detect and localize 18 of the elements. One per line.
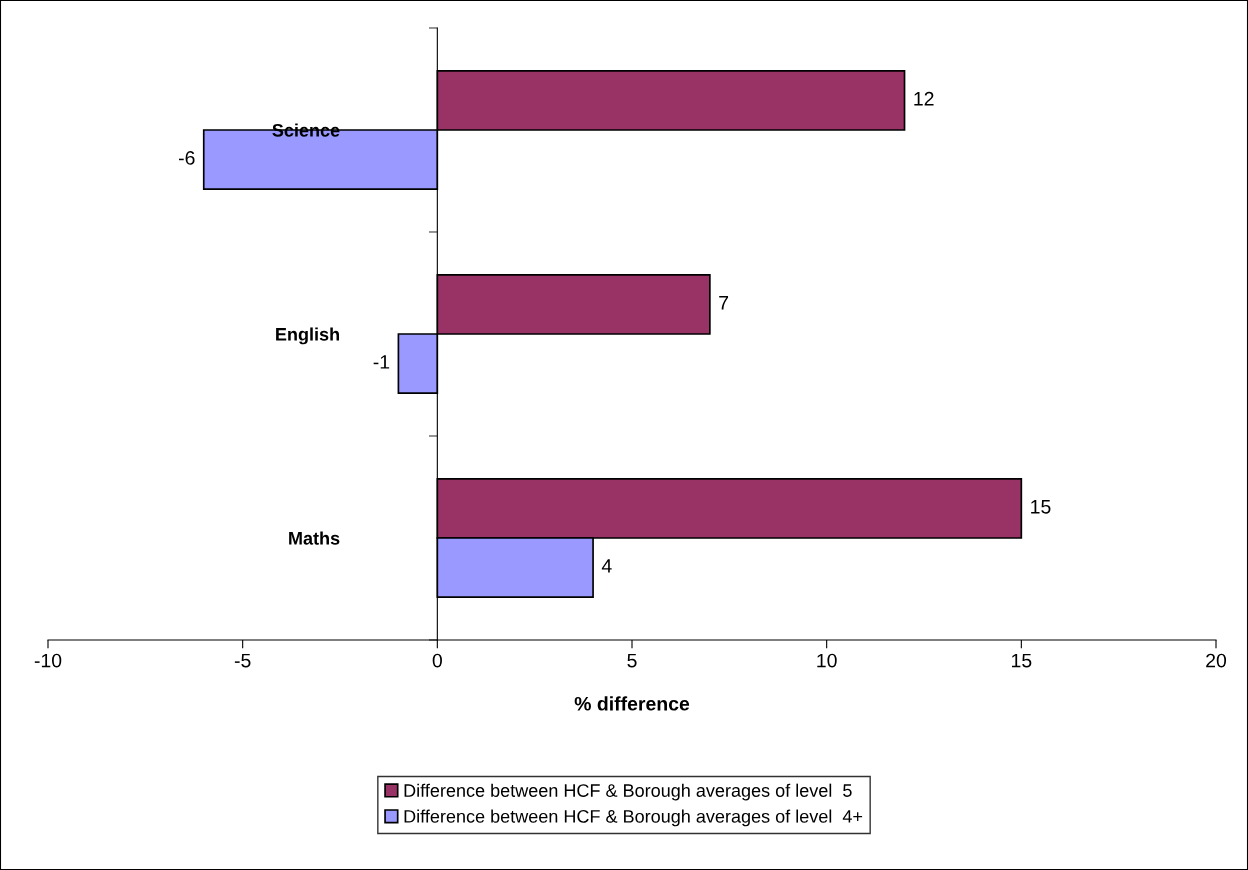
x-tick-label: 10 <box>817 653 837 668</box>
data-label: 12 <box>914 91 934 106</box>
data-label: 7 <box>719 296 729 310</box>
x-axis-title: % difference <box>574 696 690 711</box>
data-label: 4 <box>601 559 612 573</box>
x-tick-label: 0 <box>432 653 442 668</box>
x-tick-label: -10 <box>34 653 62 668</box>
y-tick-label: Maths <box>289 531 340 545</box>
x-tick-label: 20 <box>1206 653 1227 668</box>
legend-label: Difference between HCF & Borough averages of level 4+ <box>404 809 863 827</box>
data-label: 15 <box>1031 500 1051 514</box>
y-tick-label: English <box>276 327 339 345</box>
x-tick-label: -5 <box>234 653 251 668</box>
legend-label: Difference between HCF & Borough averages of level 5 <box>404 783 852 801</box>
x-tick-label: 5 <box>627 653 637 668</box>
data-label: -6 <box>178 151 195 165</box>
data-label: -1 <box>373 355 390 369</box>
x-tick-label: 15 <box>1012 653 1032 668</box>
